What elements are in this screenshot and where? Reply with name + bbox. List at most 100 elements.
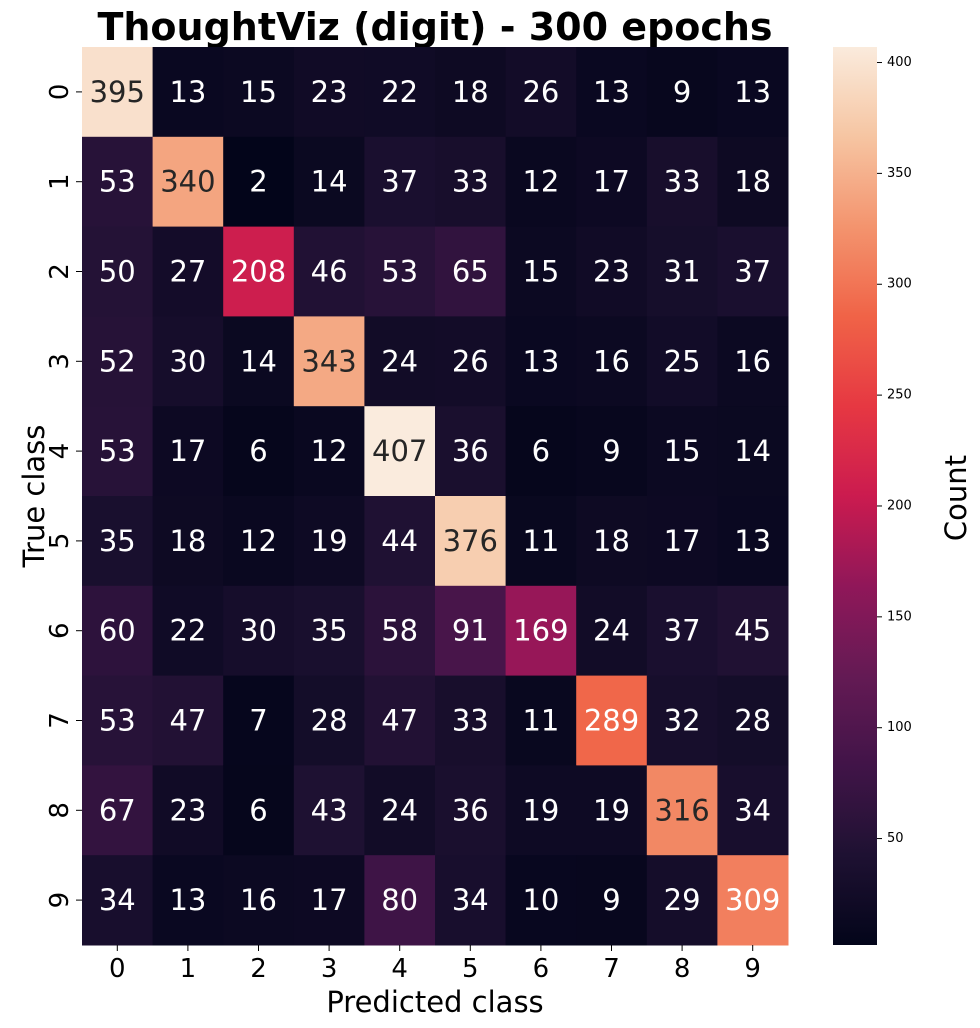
cell-value-label: 407 <box>372 434 427 468</box>
cell-value-label: 36 <box>452 434 489 468</box>
cell-value-label: 12 <box>311 434 348 468</box>
heatmap-cell <box>576 855 648 946</box>
cell-value-label: 16 <box>240 883 277 917</box>
heatmap-cell <box>152 765 224 856</box>
y-axis-ticks: 0 1 2 3 4 5 6 7 8 9 <box>45 84 82 909</box>
heatmap-cell <box>646 585 718 677</box>
cell-value-label: 9 <box>602 883 620 917</box>
heatmap-cell <box>293 585 365 677</box>
heatmap-cell <box>223 855 295 946</box>
cell-value-label: 27 <box>169 255 206 289</box>
cell-value-label: 18 <box>593 524 630 558</box>
heatmap-cell <box>82 585 154 677</box>
cell-value-label: 289 <box>584 704 639 738</box>
heatmap-cell <box>223 675 295 766</box>
heatmap-cell <box>646 226 718 317</box>
heatmap-cell <box>505 765 577 856</box>
heatmap-cell <box>223 585 295 677</box>
cell-value-label: 343 <box>301 344 356 378</box>
x-axis-ticks: 0 1 2 3 4 5 6 7 8 9 <box>109 945 761 984</box>
heatmap-cell <box>505 675 577 766</box>
cell-value-label: 22 <box>169 614 206 648</box>
heatmap-cell <box>293 496 365 587</box>
heatmap-cell <box>152 47 224 138</box>
cell-value-label: 6 <box>249 793 267 827</box>
cell-value-label: 53 <box>99 434 136 468</box>
cell-value-label: 17 <box>593 165 630 199</box>
cell-value-label: 37 <box>664 614 701 648</box>
cell-value-label: 395 <box>90 75 145 109</box>
cell-value-label: 19 <box>593 793 630 827</box>
cell-value-label: 43 <box>311 793 348 827</box>
cell-value-label: 45 <box>734 614 771 648</box>
y-tick-label: 7 <box>45 712 75 729</box>
heatmap-cell <box>364 47 436 138</box>
cell-value-label: 37 <box>381 165 418 199</box>
heatmap-cell <box>435 226 507 317</box>
heatmap-cell <box>82 406 154 497</box>
heatmap-cell <box>364 406 436 497</box>
colorbar-tick-label: 100 <box>887 720 912 735</box>
cell-value-label: 53 <box>99 704 136 738</box>
cell-value-label: 35 <box>99 524 136 558</box>
heatmap-cell <box>152 585 224 677</box>
cell-value-label: 6 <box>532 434 550 468</box>
heatmap-cell <box>364 585 436 677</box>
heatmap-cell <box>505 585 577 677</box>
cell-value-label: 26 <box>452 344 489 378</box>
heatmap-cell <box>646 675 718 766</box>
cell-value-label: 60 <box>99 614 136 648</box>
heatmap-cell <box>293 675 365 766</box>
cell-value-label: 22 <box>381 75 418 109</box>
heatmap-cell <box>505 226 577 317</box>
heatmap-cell <box>717 47 789 138</box>
y-axis-label: True class <box>17 425 51 569</box>
cell-value-label: 23 <box>169 793 206 827</box>
heatmap-cell <box>364 855 436 946</box>
heatmap-cell <box>293 855 365 946</box>
cell-value-label: 19 <box>311 524 348 558</box>
heatmap-cell <box>364 136 436 228</box>
heatmap-cell <box>364 226 436 317</box>
heatmap-cell <box>152 675 224 766</box>
heatmap-cell <box>82 765 154 856</box>
heatmap-cell <box>717 855 789 946</box>
heatmap-cell <box>152 226 224 317</box>
cell-value-label: 29 <box>664 883 701 917</box>
heatmap-cell <box>646 136 718 228</box>
heatmap-cell <box>152 316 224 407</box>
heatmap-cell <box>364 765 436 856</box>
cell-value-label: 17 <box>664 524 701 558</box>
cell-value-label: 18 <box>734 165 771 199</box>
colorbar-tick-label: 200 <box>887 498 912 513</box>
cell-value-label: 6 <box>249 434 267 468</box>
cell-value-label: 9 <box>673 75 691 109</box>
y-tick-label: 8 <box>45 802 75 819</box>
colorbar <box>833 47 877 945</box>
heatmap-cell <box>293 406 365 497</box>
cell-value-label: 67 <box>99 793 136 827</box>
cell-value-label: 24 <box>381 344 418 378</box>
x-tick-label: 5 <box>462 954 479 984</box>
cell-value-label: 30 <box>240 614 277 648</box>
cell-value-label: 13 <box>169 75 206 109</box>
y-tick-label: 9 <box>45 892 75 909</box>
heatmap-cell <box>576 47 648 138</box>
x-tick-label: 7 <box>603 954 620 984</box>
cell-value-label: 58 <box>381 614 418 648</box>
cell-value-label: 47 <box>169 704 206 738</box>
heatmap-cell <box>717 585 789 677</box>
colorbar-tick-label: 50 <box>887 831 904 846</box>
colorbar-tick-label: 400 <box>887 55 912 70</box>
y-tick-label: 2 <box>45 263 75 280</box>
cell-value-label: 10 <box>522 883 559 917</box>
cell-value-label: 15 <box>664 434 701 468</box>
cell-value-label: 14 <box>240 344 277 378</box>
cell-value-label: 23 <box>311 75 348 109</box>
cell-value-label: 13 <box>169 883 206 917</box>
heatmap-cell <box>505 855 577 946</box>
heatmap-cell <box>435 585 507 677</box>
heatmap-cell <box>82 136 154 228</box>
heatmap-cell <box>435 496 507 587</box>
cell-value-label: 24 <box>381 793 418 827</box>
